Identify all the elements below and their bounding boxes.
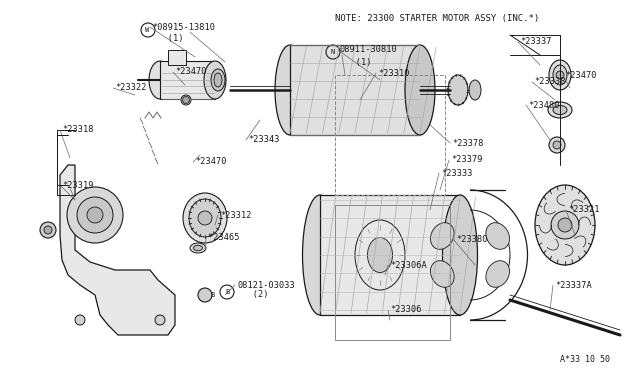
Text: *23306A: *23306A bbox=[390, 260, 427, 269]
Text: *23338: *23338 bbox=[534, 77, 566, 87]
Text: N: N bbox=[331, 49, 335, 55]
Text: *23318: *23318 bbox=[62, 125, 93, 135]
Text: *23310: *23310 bbox=[378, 68, 410, 77]
Ellipse shape bbox=[193, 245, 202, 251]
Text: *23337A: *23337A bbox=[555, 280, 592, 289]
Ellipse shape bbox=[549, 60, 571, 90]
Text: NOTE: 23300 STARTER MOTOR ASSY (INC.*): NOTE: 23300 STARTER MOTOR ASSY (INC.*) bbox=[335, 13, 540, 22]
Ellipse shape bbox=[183, 193, 227, 243]
Bar bbox=[160, 61, 215, 99]
Text: *08915-13810: *08915-13810 bbox=[152, 22, 215, 32]
Text: *23321: *23321 bbox=[568, 205, 600, 215]
Ellipse shape bbox=[189, 199, 221, 237]
Circle shape bbox=[87, 207, 103, 223]
Circle shape bbox=[556, 71, 564, 79]
Text: *23470: *23470 bbox=[565, 71, 596, 80]
Circle shape bbox=[553, 141, 561, 149]
Text: 08121-03033: 08121-03033 bbox=[237, 280, 295, 289]
Circle shape bbox=[77, 197, 113, 233]
Text: (2): (2) bbox=[237, 291, 269, 299]
Text: *23379: *23379 bbox=[451, 155, 483, 164]
Circle shape bbox=[198, 288, 212, 302]
Text: (1): (1) bbox=[152, 33, 184, 42]
Ellipse shape bbox=[367, 237, 392, 273]
Ellipse shape bbox=[211, 69, 225, 91]
Text: B: B bbox=[210, 292, 214, 298]
Text: *23306: *23306 bbox=[390, 305, 422, 314]
Circle shape bbox=[155, 315, 165, 325]
Circle shape bbox=[67, 187, 123, 243]
Ellipse shape bbox=[431, 261, 454, 287]
Text: *23380: *23380 bbox=[456, 235, 488, 244]
Ellipse shape bbox=[149, 61, 171, 99]
Bar bbox=[335, 205, 450, 340]
Text: *23333: *23333 bbox=[441, 169, 472, 177]
Circle shape bbox=[182, 96, 189, 103]
Ellipse shape bbox=[486, 261, 509, 287]
Text: *23470: *23470 bbox=[175, 67, 207, 77]
Ellipse shape bbox=[535, 185, 595, 265]
Ellipse shape bbox=[486, 223, 509, 249]
Text: *23337: *23337 bbox=[520, 38, 552, 46]
Ellipse shape bbox=[204, 61, 226, 99]
Circle shape bbox=[44, 226, 52, 234]
Ellipse shape bbox=[431, 223, 454, 249]
Ellipse shape bbox=[548, 102, 572, 118]
Ellipse shape bbox=[303, 195, 337, 315]
Ellipse shape bbox=[214, 73, 222, 87]
Ellipse shape bbox=[553, 65, 567, 85]
Circle shape bbox=[198, 211, 212, 225]
Bar bbox=[290, 45, 420, 135]
Ellipse shape bbox=[553, 106, 567, 115]
Text: *23319: *23319 bbox=[62, 180, 93, 189]
Text: *23480: *23480 bbox=[528, 100, 559, 109]
Ellipse shape bbox=[405, 45, 435, 135]
Ellipse shape bbox=[442, 195, 477, 315]
Ellipse shape bbox=[181, 95, 191, 105]
Circle shape bbox=[551, 211, 579, 239]
Bar bbox=[335, 75, 445, 195]
Polygon shape bbox=[60, 165, 175, 335]
Text: B: B bbox=[225, 289, 229, 295]
Bar bbox=[320, 195, 460, 315]
Text: *23312: *23312 bbox=[220, 211, 252, 219]
Ellipse shape bbox=[469, 80, 481, 100]
Circle shape bbox=[549, 137, 565, 153]
Text: *23378: *23378 bbox=[452, 138, 483, 148]
Text: (1): (1) bbox=[340, 58, 371, 67]
Text: *23343: *23343 bbox=[248, 135, 280, 144]
Text: W: W bbox=[145, 27, 149, 33]
Circle shape bbox=[558, 218, 572, 232]
Ellipse shape bbox=[275, 45, 305, 135]
Bar bbox=[168, 50, 186, 65]
Ellipse shape bbox=[448, 75, 468, 105]
Text: *23322: *23322 bbox=[115, 83, 147, 93]
Text: *23470: *23470 bbox=[195, 157, 227, 167]
Text: 08911-30810: 08911-30810 bbox=[340, 45, 397, 55]
Ellipse shape bbox=[190, 243, 206, 253]
Circle shape bbox=[75, 315, 85, 325]
Text: *23465: *23465 bbox=[208, 234, 239, 243]
Text: A*33 10 50: A*33 10 50 bbox=[560, 356, 610, 365]
Circle shape bbox=[40, 222, 56, 238]
